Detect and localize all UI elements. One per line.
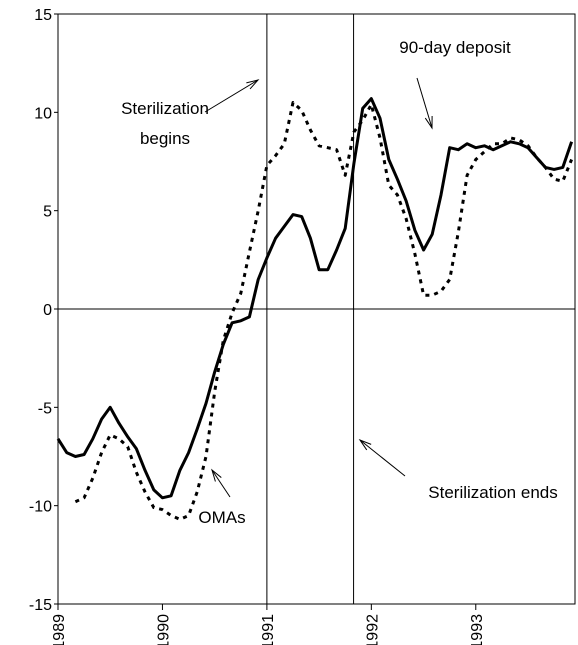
y-tick-label: 10 (34, 105, 52, 122)
y-tick-label: -10 (29, 499, 52, 516)
annotation: Sterilization (121, 99, 209, 118)
arrow-shaft (204, 79, 259, 113)
annotation: Sterilization ends (428, 483, 557, 502)
x-tick-label: 1989 (51, 614, 68, 645)
x-tick-label: 1992 (364, 614, 381, 645)
x-tick-label: 1993 (469, 614, 486, 645)
arrow-head (424, 115, 433, 130)
annotation: OMAs (198, 508, 245, 527)
x-tick-label: 1990 (155, 614, 172, 645)
arrow-head (211, 468, 222, 482)
y-tick-label: 5 (43, 204, 52, 221)
series-line (56, 97, 574, 500)
annotation: begins (140, 129, 190, 148)
x-tick-label: 1991 (260, 614, 277, 645)
y-tick-label: -15 (29, 597, 52, 614)
series-line (74, 101, 573, 521)
y-tick-label: 0 (43, 302, 52, 319)
y-tick-label: 15 (34, 7, 52, 24)
y-tick-label: -5 (38, 400, 52, 417)
arrow-head (246, 79, 260, 90)
arrow-shaft (416, 77, 433, 129)
arrow-head (358, 438, 372, 451)
annotation: 90-day deposit (399, 38, 511, 57)
arrow-shaft (211, 469, 231, 498)
arrow-shaft (359, 439, 406, 477)
